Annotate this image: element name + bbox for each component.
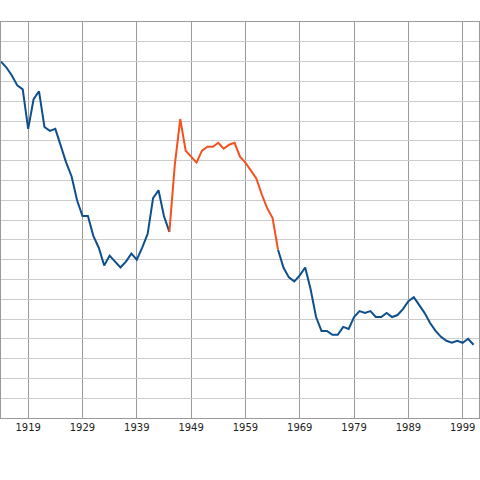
svg-text:1929: 1929 xyxy=(70,422,95,433)
svg-text:1949: 1949 xyxy=(178,422,203,433)
svg-text:1969: 1969 xyxy=(287,422,312,433)
svg-text:1989: 1989 xyxy=(396,422,421,433)
svg-text:1939: 1939 xyxy=(124,422,149,433)
svg-text:1999: 1999 xyxy=(450,422,475,433)
svg-text:1919: 1919 xyxy=(15,422,40,433)
svg-text:1979: 1979 xyxy=(341,422,366,433)
svg-text:1959: 1959 xyxy=(233,422,258,433)
